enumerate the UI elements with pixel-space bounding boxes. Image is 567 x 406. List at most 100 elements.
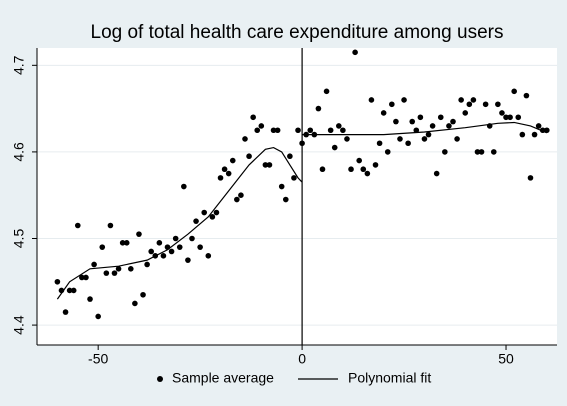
data-point bbox=[282, 196, 289, 203]
data-point bbox=[136, 231, 142, 237]
data-point bbox=[356, 157, 362, 164]
data-point bbox=[380, 110, 387, 116]
data-point bbox=[417, 114, 424, 121]
data-point bbox=[262, 162, 269, 168]
data-point bbox=[278, 183, 285, 190]
data-point bbox=[519, 131, 526, 138]
data-point bbox=[185, 257, 191, 263]
chart-title: Log of total health care expenditure amo… bbox=[91, 22, 504, 43]
data-point bbox=[405, 140, 411, 147]
data-point bbox=[225, 170, 232, 177]
data-point bbox=[266, 162, 273, 168]
data-point bbox=[160, 253, 167, 259]
data-point bbox=[336, 123, 342, 129]
data-point bbox=[201, 209, 208, 216]
data-point bbox=[74, 222, 81, 229]
data-point bbox=[307, 127, 314, 134]
data-point bbox=[221, 166, 228, 173]
data-point bbox=[66, 287, 73, 294]
y-tick-label: 4.7 bbox=[11, 55, 27, 75]
data-point bbox=[87, 296, 93, 302]
data-point bbox=[156, 240, 163, 246]
data-point bbox=[238, 192, 244, 199]
data-point bbox=[470, 97, 477, 103]
data-point bbox=[287, 153, 293, 160]
data-point bbox=[442, 149, 448, 155]
data-point bbox=[242, 136, 248, 142]
data-point bbox=[372, 162, 379, 168]
data-point bbox=[474, 149, 481, 155]
data-point bbox=[119, 240, 126, 246]
data-point bbox=[340, 127, 346, 134]
data-point bbox=[531, 131, 538, 138]
data-point bbox=[446, 123, 452, 129]
data-point bbox=[295, 127, 301, 134]
data-point bbox=[364, 170, 371, 177]
data-point bbox=[535, 123, 542, 129]
data-point bbox=[172, 235, 179, 242]
data-point bbox=[409, 118, 416, 125]
data-point bbox=[197, 244, 203, 250]
data-point bbox=[254, 127, 261, 134]
data-point bbox=[193, 218, 199, 224]
data-point bbox=[217, 175, 224, 181]
data-point bbox=[70, 287, 77, 294]
data-point bbox=[91, 261, 97, 268]
data-point bbox=[95, 313, 101, 320]
data-point bbox=[401, 97, 407, 103]
data-point bbox=[79, 274, 85, 281]
data-point bbox=[421, 136, 428, 142]
data-point bbox=[250, 114, 256, 121]
legend-marker bbox=[157, 376, 163, 382]
data-point bbox=[83, 274, 89, 281]
data-point bbox=[148, 248, 154, 255]
plot-area bbox=[37, 48, 557, 345]
y-tick-label: 4.6 bbox=[11, 142, 27, 162]
data-point bbox=[503, 114, 509, 121]
data-point bbox=[527, 175, 534, 181]
data-point bbox=[107, 222, 114, 229]
data-point bbox=[213, 209, 220, 216]
data-point bbox=[209, 214, 216, 220]
data-point bbox=[437, 114, 444, 121]
data-point bbox=[482, 101, 489, 108]
y-tick-label: 4.5 bbox=[11, 229, 27, 249]
data-point bbox=[168, 248, 175, 255]
data-point bbox=[111, 270, 118, 276]
data-point bbox=[54, 278, 61, 285]
data-point bbox=[490, 149, 497, 155]
data-point bbox=[523, 92, 530, 99]
data-point bbox=[270, 127, 277, 134]
data-point bbox=[315, 105, 322, 112]
data-point bbox=[511, 88, 517, 95]
data-point bbox=[454, 136, 460, 142]
data-point bbox=[507, 114, 513, 121]
data-point bbox=[458, 97, 464, 103]
data-point bbox=[331, 144, 338, 151]
data-point bbox=[205, 253, 212, 259]
data-point bbox=[323, 88, 330, 95]
legend-label: Sample average bbox=[172, 370, 274, 386]
data-point bbox=[495, 101, 501, 108]
data-point bbox=[499, 110, 505, 116]
data-point bbox=[128, 266, 134, 272]
data-point bbox=[384, 149, 391, 155]
data-point bbox=[103, 270, 110, 276]
data-point bbox=[376, 140, 383, 147]
data-point bbox=[62, 309, 69, 315]
x-tick-label: -50 bbox=[88, 351, 108, 367]
data-point bbox=[176, 244, 183, 250]
data-point bbox=[140, 291, 146, 298]
data-point bbox=[352, 49, 358, 56]
x-tick-label: 50 bbox=[498, 351, 514, 367]
data-point bbox=[144, 261, 150, 268]
data-point bbox=[123, 240, 130, 246]
data-point bbox=[115, 266, 122, 272]
data-point bbox=[429, 123, 436, 129]
data-point bbox=[450, 118, 456, 125]
data-point bbox=[181, 183, 187, 190]
data-point bbox=[344, 136, 350, 142]
data-point bbox=[425, 131, 432, 138]
data-point bbox=[319, 166, 326, 173]
